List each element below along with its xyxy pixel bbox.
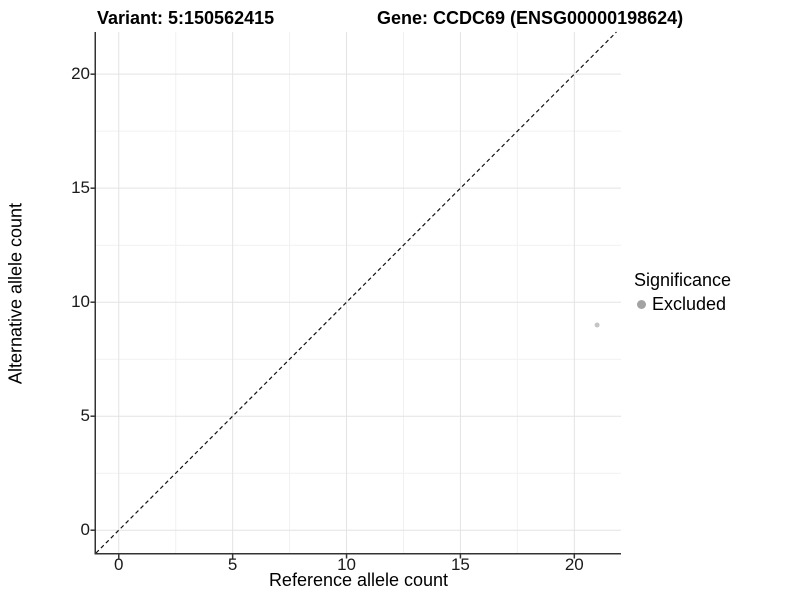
legend-title: Significance xyxy=(634,270,732,290)
y-tick-label: 20 xyxy=(71,64,90,84)
x-tick-label: 10 xyxy=(337,555,356,574)
x-tick-label: 0 xyxy=(114,555,124,574)
plot-canvas xyxy=(90,31,621,559)
legend-item: Excluded xyxy=(634,294,731,315)
legend-item-label: Excluded xyxy=(652,294,727,314)
y-tick-label: 15 xyxy=(71,178,90,198)
legend-items: Excluded xyxy=(634,294,731,315)
plot-title-variant: Variant: 5:150562415 xyxy=(97,8,275,28)
legend: Significance Excluded xyxy=(634,270,731,315)
y-tick-label: 0 xyxy=(80,520,90,540)
y-tick-label: 10 xyxy=(71,292,90,312)
plot-panel xyxy=(90,31,621,559)
x-tick-label: 20 xyxy=(564,555,584,574)
x-tick-label: 5 xyxy=(227,555,238,574)
legend-key-dot-icon xyxy=(637,300,646,309)
y-tick-label: 5 xyxy=(80,406,90,426)
x-axis-title: Reference allele count xyxy=(268,570,449,590)
y-axis-title: Alternative allele count xyxy=(5,202,26,385)
plot-title-gene: Gene: CCDC69 (ENSG00000198624) xyxy=(377,8,684,28)
x-tick-label: 15 xyxy=(450,555,470,574)
